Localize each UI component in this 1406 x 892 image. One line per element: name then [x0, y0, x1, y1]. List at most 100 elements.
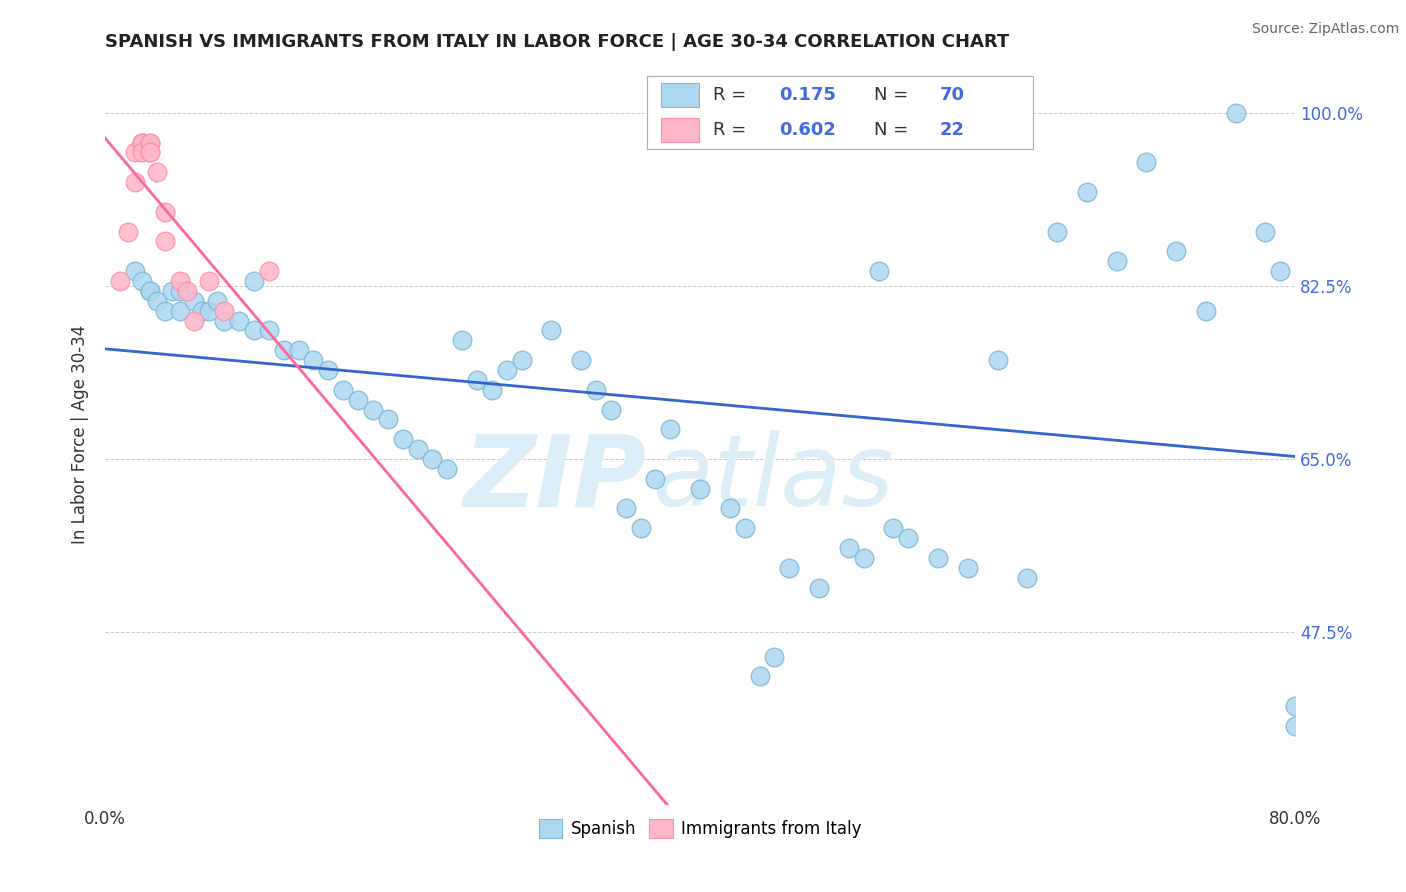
Point: [153, 204, 176, 219]
Point: [302, 353, 325, 368]
Legend: Spanish, Immigrants from Italy: Spanish, Immigrants from Italy: [531, 813, 868, 845]
Point: [205, 293, 228, 308]
Text: R =: R =: [713, 121, 752, 139]
Point: [191, 303, 214, 318]
Point: [176, 284, 198, 298]
Text: 22: 22: [939, 121, 965, 139]
Point: [139, 145, 162, 160]
Point: [852, 550, 875, 565]
Point: [124, 175, 146, 189]
Point: [183, 313, 205, 327]
Point: [139, 136, 162, 150]
Point: [599, 402, 621, 417]
Y-axis label: In Labor Force | Age 30-34: In Labor Force | Age 30-34: [72, 325, 89, 544]
Point: [778, 560, 800, 574]
Point: [243, 274, 266, 288]
Point: [748, 669, 770, 683]
Point: [1268, 264, 1291, 278]
Point: [212, 303, 235, 318]
Point: [153, 303, 176, 318]
Point: [169, 274, 191, 288]
Point: [1076, 185, 1098, 199]
Text: 0.175: 0.175: [779, 86, 835, 104]
FancyBboxPatch shape: [647, 76, 1033, 149]
Point: [377, 412, 399, 426]
Point: [131, 136, 153, 150]
Point: [131, 274, 153, 288]
Point: [436, 462, 458, 476]
Point: [124, 145, 146, 160]
Point: [734, 521, 756, 535]
Point: [897, 531, 920, 545]
Point: [659, 422, 682, 436]
Point: [868, 264, 890, 278]
Point: [139, 284, 162, 298]
Point: [139, 136, 162, 150]
Point: [139, 284, 162, 298]
Point: [243, 323, 266, 337]
Point: [569, 353, 592, 368]
Point: [183, 293, 205, 308]
Point: [987, 353, 1010, 368]
FancyBboxPatch shape: [661, 83, 699, 107]
Point: [131, 136, 153, 150]
Text: atlas: atlas: [652, 430, 894, 527]
Point: [689, 482, 711, 496]
Point: [451, 334, 474, 348]
Point: [117, 225, 139, 239]
Point: [406, 442, 429, 456]
Text: N =: N =: [873, 86, 914, 104]
Point: [481, 383, 503, 397]
Point: [956, 560, 979, 574]
Point: [287, 343, 309, 358]
Point: [257, 264, 280, 278]
Point: [718, 501, 741, 516]
Point: [332, 383, 354, 397]
Point: [131, 136, 153, 150]
Point: [146, 293, 169, 308]
Point: [212, 313, 235, 327]
Point: [1195, 303, 1218, 318]
Point: [630, 521, 652, 535]
Text: SPANISH VS IMMIGRANTS FROM ITALY IN LABOR FORCE | AGE 30-34 CORRELATION CHART: SPANISH VS IMMIGRANTS FROM ITALY IN LABO…: [105, 33, 1010, 51]
Point: [1254, 225, 1277, 239]
Point: [540, 323, 562, 337]
Point: [644, 472, 666, 486]
Point: [131, 136, 153, 150]
Point: [1225, 106, 1247, 120]
Point: [1135, 155, 1157, 169]
Point: [808, 581, 831, 595]
Point: [1284, 719, 1306, 733]
Point: [169, 284, 191, 298]
Point: [585, 383, 607, 397]
Point: [495, 363, 517, 377]
Point: [838, 541, 860, 555]
Point: [257, 323, 280, 337]
Point: [198, 274, 221, 288]
Point: [273, 343, 295, 358]
Point: [146, 165, 169, 179]
Point: [422, 452, 444, 467]
Text: 0.602: 0.602: [779, 121, 835, 139]
Point: [361, 402, 384, 417]
FancyBboxPatch shape: [661, 118, 699, 142]
Point: [347, 392, 370, 407]
Text: ZIP: ZIP: [464, 430, 647, 527]
Point: [1164, 244, 1187, 259]
Text: R =: R =: [713, 86, 752, 104]
Point: [927, 550, 949, 565]
Point: [108, 274, 131, 288]
Point: [124, 264, 146, 278]
Text: 70: 70: [939, 86, 965, 104]
Point: [160, 284, 183, 298]
Point: [131, 145, 153, 160]
Text: Source: ZipAtlas.com: Source: ZipAtlas.com: [1251, 22, 1399, 37]
Point: [316, 363, 339, 377]
Point: [465, 373, 488, 387]
Point: [228, 313, 250, 327]
Point: [169, 303, 191, 318]
Text: N =: N =: [873, 121, 914, 139]
Point: [1017, 571, 1039, 585]
Point: [139, 145, 162, 160]
Point: [153, 235, 176, 249]
